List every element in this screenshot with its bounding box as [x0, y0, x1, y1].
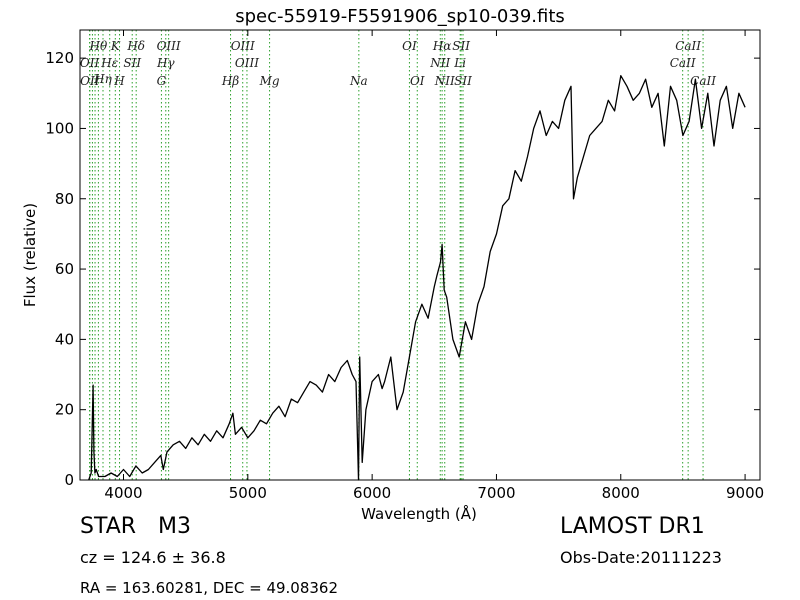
spectral-line-label: CaII	[670, 56, 696, 70]
spectral-line-label: SII	[123, 56, 141, 70]
spectral-line-label: SII	[454, 74, 472, 88]
y-tick-label: 80	[55, 190, 74, 208]
x-tick-label: 8000	[602, 484, 640, 502]
spectral-line-label: OII	[80, 74, 100, 88]
spectral-line-label: Hα	[432, 39, 452, 53]
y-tick-label: 20	[55, 401, 74, 419]
spectral-line-label: Hθ	[89, 39, 108, 53]
spectral-line-label: OI	[402, 39, 417, 53]
spectral-line-label: Na	[349, 74, 368, 88]
x-tick-label: 7000	[477, 484, 515, 502]
spectral-line-label: Hδ	[126, 39, 145, 53]
x-tick-label: 4000	[104, 484, 142, 502]
y-tick-label: 0	[64, 471, 74, 489]
survey-label: LAMOST DR1	[560, 514, 705, 539]
spectral-line-label: OIII	[157, 39, 181, 53]
y-axis-label: Flux (relative)	[21, 202, 39, 308]
coords-label: RA = 163.60281, DEC = 49.08362	[80, 579, 339, 597]
spectral-line-label: Hβ	[221, 74, 239, 88]
x-tick-label: 5000	[229, 484, 267, 502]
spectral-line-label: Hε	[100, 56, 118, 70]
obs-date-label: Obs-Date:20111223	[560, 548, 722, 567]
spectral-line-label: H	[113, 74, 125, 88]
x-tick-label: 6000	[353, 484, 391, 502]
y-tick-label: 40	[55, 330, 74, 348]
spectral-line-label: K	[110, 39, 121, 53]
chart-title: spec-55919-F5591906_sp10-039.fits	[235, 6, 565, 27]
spectral-line-label: Hη	[93, 72, 112, 86]
spectrum-line	[88, 75, 746, 481]
spectral-line-label: NII	[429, 56, 450, 70]
spectral-line-label: OIII	[235, 56, 259, 70]
spectral-line-label: NII	[434, 74, 455, 88]
subclass-label: M3	[158, 514, 191, 539]
spectral-line-label: Hγ	[156, 56, 175, 70]
spectral-line-label: CaII	[675, 39, 701, 53]
spectral-line-label: OI	[410, 74, 425, 88]
spectral-line-label: OIII	[231, 39, 255, 53]
x-tick-label: 9000	[726, 484, 764, 502]
class-label: STAR	[80, 514, 137, 539]
y-tick-label: 120	[45, 49, 74, 67]
spectral-line-label: SII	[452, 39, 470, 53]
redshift-label: cz = 124.6 ± 36.8	[80, 548, 226, 567]
y-tick-label: 60	[55, 260, 74, 278]
y-tick-label: 100	[45, 119, 74, 137]
spectral-line-label: Mg	[259, 74, 280, 88]
x-axis-label: Wavelength (Å)	[361, 505, 477, 523]
plot-frame	[79, 29, 761, 481]
spectral-line-label: Li	[453, 56, 466, 70]
spectral-line-label: G	[157, 74, 167, 88]
spectral-line-label: OII	[80, 56, 100, 70]
